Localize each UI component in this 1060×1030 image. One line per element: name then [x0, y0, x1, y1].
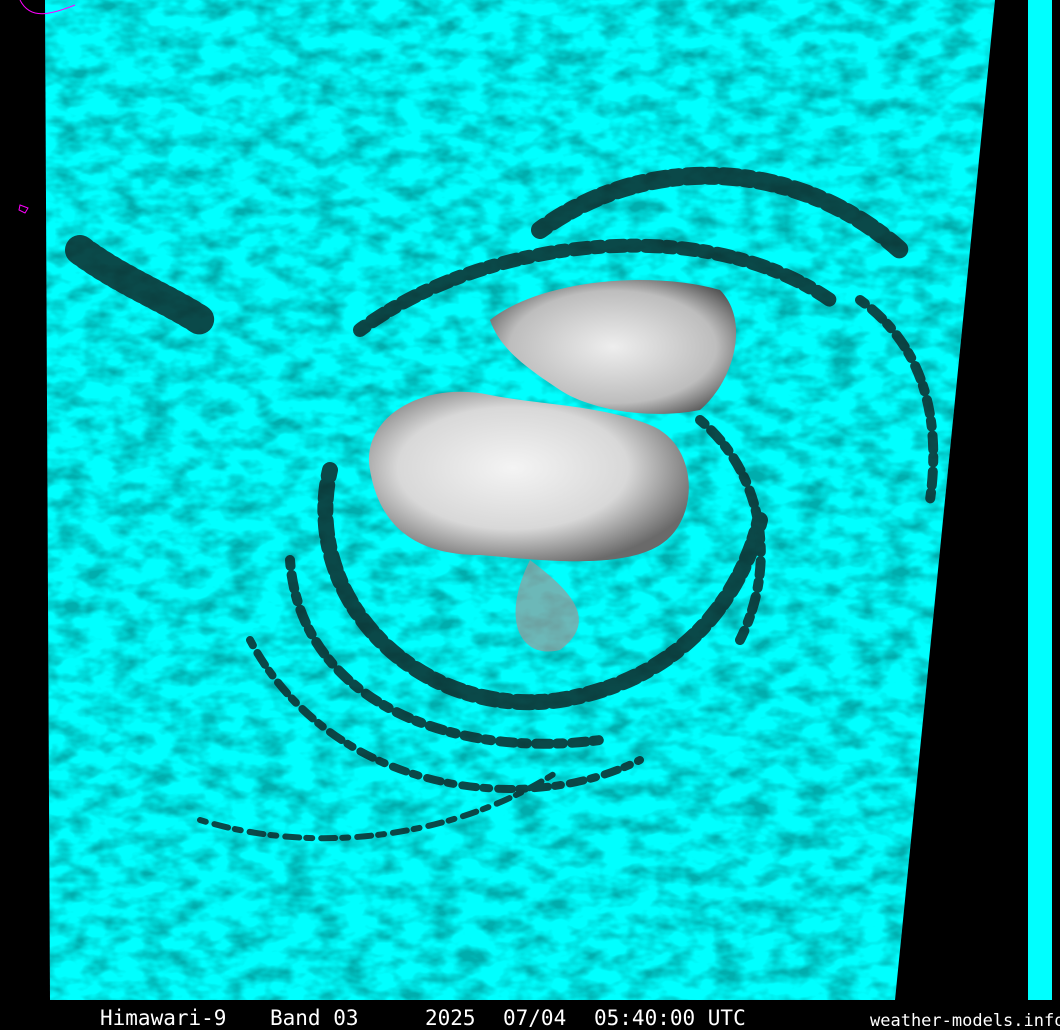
year: 2025 [425, 1006, 476, 1030]
cloud-field [45, 0, 995, 1000]
credit: weather-models.info [870, 1011, 1060, 1030]
cloud-fragment [515, 560, 579, 652]
spiral-bands [65, 166, 939, 842]
band: Band 03 [270, 1006, 359, 1030]
time: 05:40:00 UTC [594, 1006, 746, 1030]
scan-strip [1028, 0, 1052, 1000]
coastline [18, 204, 29, 214]
date: 07/04 [503, 1006, 566, 1030]
cloud-core [368, 391, 689, 562]
caption-bar [0, 1000, 1060, 1030]
satellite-name: Himawari-9 [100, 1006, 226, 1030]
coastline [19, 0, 76, 15]
cloud-cap [490, 280, 737, 414]
